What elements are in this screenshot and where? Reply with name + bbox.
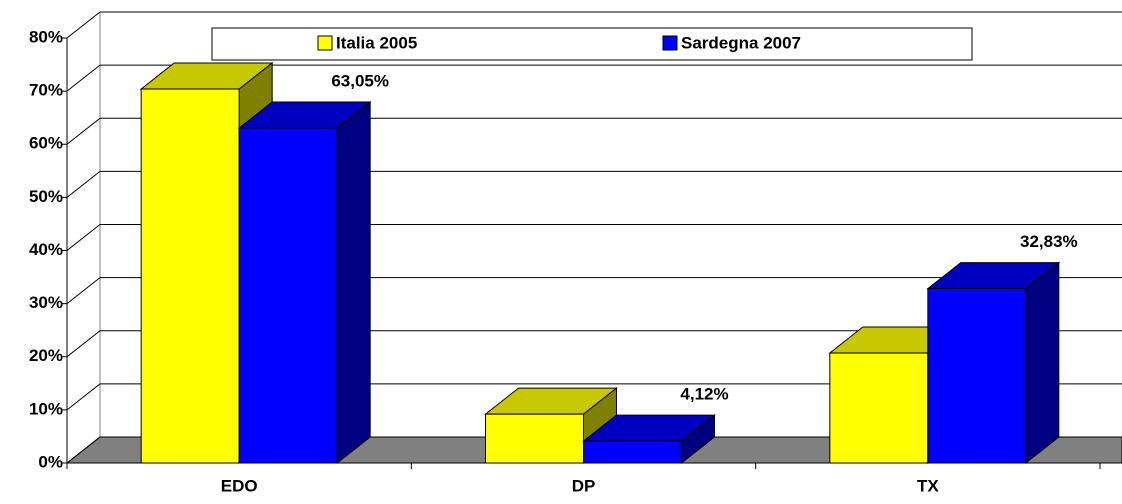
legend-swatch — [317, 35, 333, 51]
bar — [238, 127, 338, 464]
bar — [927, 288, 1027, 464]
grid-line-side — [66, 117, 101, 145]
grid-line-side — [66, 383, 101, 411]
legend-swatch — [662, 35, 678, 51]
y-tick-label: 40% — [29, 240, 63, 259]
y-tick-label: 30% — [29, 293, 63, 312]
bar-side — [1025, 261, 1060, 465]
grid-line-side — [66, 11, 101, 39]
y-tick-label: 70% — [29, 81, 63, 100]
bar — [829, 352, 929, 464]
x-tick-label: TX — [917, 476, 939, 495]
x-tick-label: EDO — [221, 476, 258, 495]
data-label: 4,12% — [680, 385, 728, 404]
x-tick-label: DP — [572, 476, 596, 495]
bar — [140, 88, 240, 464]
grid-line-side — [66, 277, 101, 305]
grid-line-side — [66, 224, 101, 251]
bar — [583, 440, 682, 464]
grid-line-side — [66, 436, 101, 464]
grid-line-side — [66, 330, 101, 358]
y-tick-label: 80% — [29, 27, 63, 46]
legend-label: Sardegna 2007 — [681, 33, 801, 52]
grid-line-side — [66, 64, 101, 92]
data-label: 32,83% — [1020, 232, 1078, 251]
grid-line-side — [66, 170, 101, 198]
y-tick-label: 50% — [29, 187, 63, 206]
data-label: 63,05% — [331, 72, 389, 91]
y-tick-label: 20% — [29, 346, 63, 365]
legend-box — [211, 27, 973, 61]
bar — [485, 413, 584, 464]
y-tick-label: 10% — [29, 399, 63, 418]
bar-side — [336, 101, 371, 465]
legend-label: Italia 2005 — [336, 33, 417, 52]
y-tick-label: 0% — [38, 452, 63, 471]
y-tick-label: 60% — [29, 134, 63, 153]
